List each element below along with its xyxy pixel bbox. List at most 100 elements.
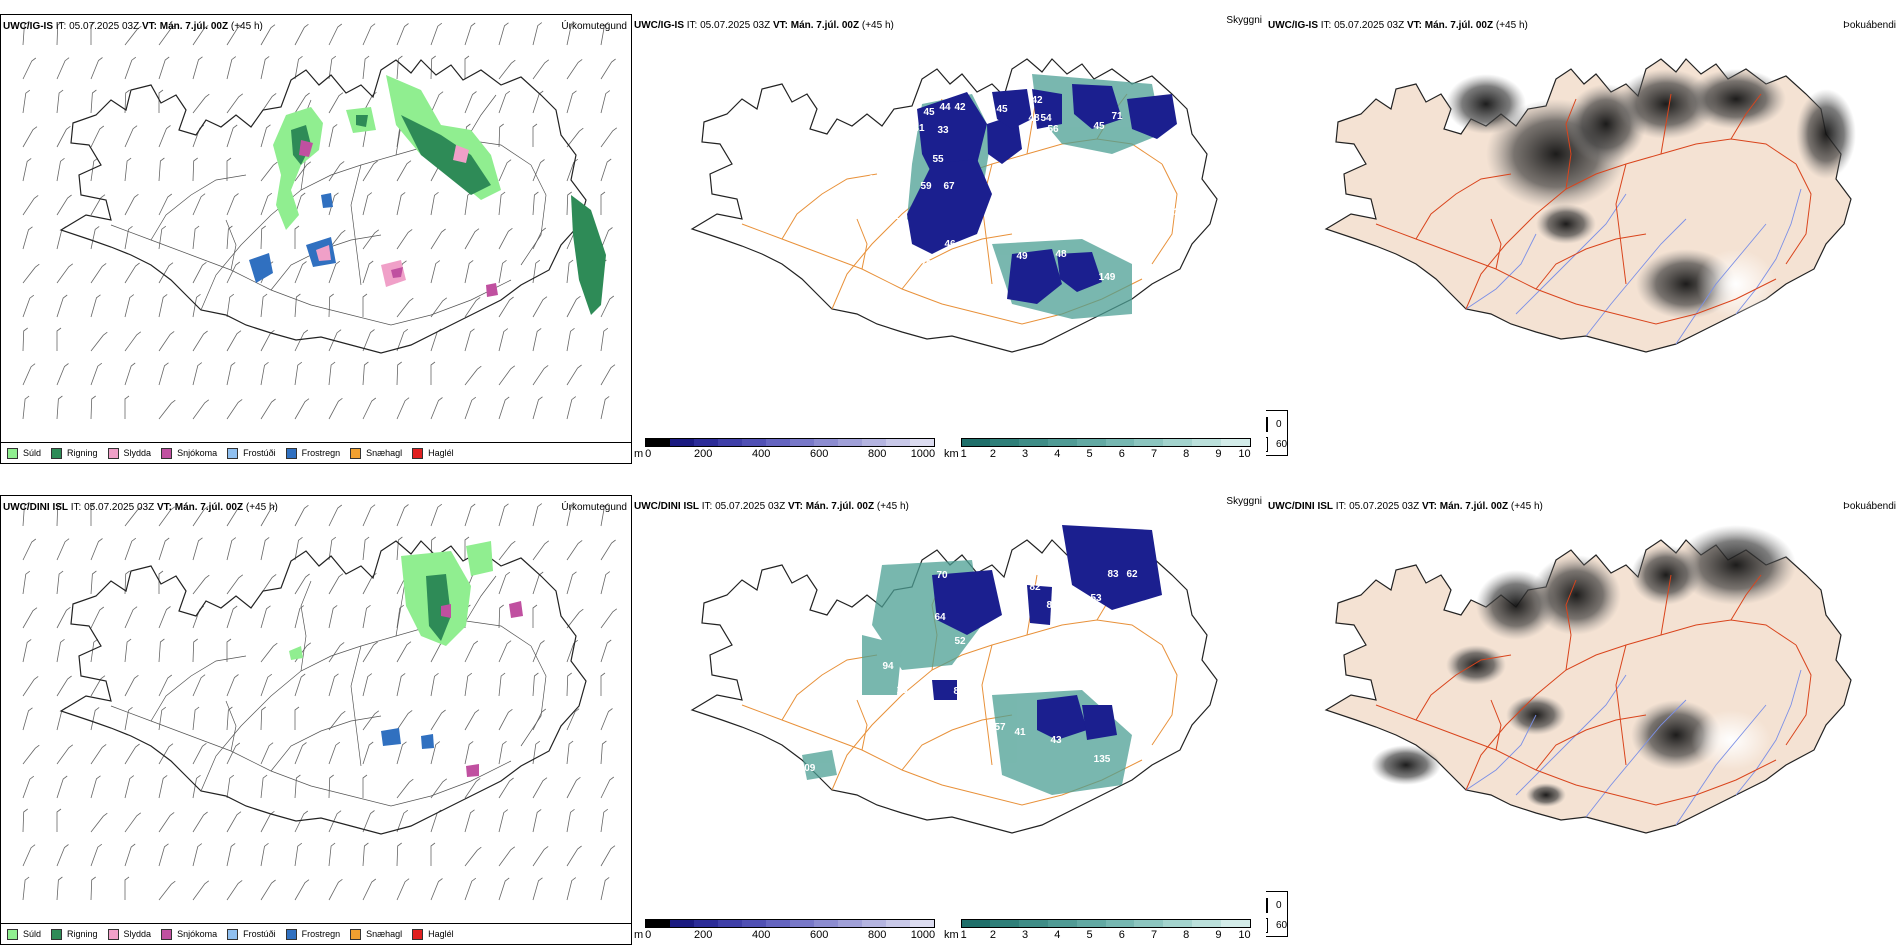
wind-barb: [192, 157, 198, 182]
legend-label: Snæhagl: [366, 929, 403, 939]
wind-barb: [600, 808, 609, 833]
wind-barb: [56, 538, 70, 561]
cloud-base-label: 35: [978, 98, 990, 109]
colorbar-tick: 10: [1238, 929, 1251, 941]
wind-barb: [192, 742, 207, 765]
cloud-base-label: 53: [1090, 593, 1102, 604]
wind-barb: [362, 260, 374, 284]
wind-barb: [396, 842, 402, 867]
wind-barb: [158, 294, 168, 318]
wind-barb: [362, 741, 374, 765]
wind-barb: [124, 843, 136, 867]
road-segment: [1785, 644, 1812, 746]
colorbar-block: [1220, 439, 1250, 446]
legend-label: Snjókoma: [177, 448, 218, 458]
wind-barb: [260, 124, 271, 148]
wind-barb: [362, 572, 377, 595]
precip-panel-top: UWC/IG-IS IT: 05.07.2025 03Z VT: Mán. 7.…: [0, 14, 632, 464]
wind-barb: [124, 606, 138, 629]
wind-barb: [192, 93, 210, 114]
cloud-base-label: 56: [1047, 124, 1059, 135]
wind-barb: [430, 878, 443, 901]
wind-barb: [192, 880, 210, 901]
wind-barb: [566, 59, 583, 80]
road-segment: [1535, 233, 1647, 290]
colorbar-unit: m: [634, 448, 644, 460]
colorbar-block: [1105, 439, 1135, 446]
cloud-base-label: 62: [1126, 569, 1138, 580]
wind-barb: [328, 673, 339, 697]
wind-barb: [362, 604, 371, 629]
wind-barb: [498, 90, 511, 114]
wind-barb: [464, 877, 477, 901]
cloud-base-colorbar-top: m 0 200 400 600 800 1000: [634, 438, 936, 460]
wind-barb: [532, 571, 544, 595]
wind-barb: [226, 811, 242, 833]
colorbar-block: [886, 920, 911, 927]
colorbar-tick: 400: [751, 448, 771, 460]
colorbar-tick: 1: [960, 929, 967, 941]
colorbar-block: [1019, 439, 1049, 446]
wind-barb: [22, 570, 31, 595]
road-segment: [1490, 699, 1502, 751]
colorbar-tick: 200: [693, 929, 713, 941]
wind-barb: [566, 877, 577, 901]
road-segment: [1490, 218, 1502, 270]
wind-barb: [158, 706, 167, 731]
colorbar-tick: 5: [1086, 448, 1093, 460]
colorbar-block: [670, 920, 695, 927]
cloud-base-label: 33: [937, 125, 949, 136]
road-segment: [781, 173, 878, 240]
wind-barb: [226, 193, 239, 216]
wind-barb: [90, 538, 103, 561]
precip-header-top: UWC/IG-IS IT: 05.07.2025 03Z VT: Mán. 7.…: [3, 21, 263, 32]
legend-swatch: [7, 928, 18, 940]
wind-barb: [532, 640, 545, 663]
legend-label: Rigning: [67, 448, 98, 458]
wind-barb: [226, 674, 239, 697]
wind-barb: [90, 744, 107, 765]
wind-barb: [430, 741, 441, 765]
wind-barb: [328, 810, 342, 833]
wind-barb: [498, 296, 514, 318]
wind-barb: [294, 55, 303, 80]
wind-barb: [260, 774, 268, 799]
wind-barb: [532, 846, 549, 867]
legend-item-4: Frostúði: [227, 928, 276, 940]
wind-barb: [158, 157, 165, 182]
wind-barb: [192, 605, 205, 629]
wind-barb: [90, 812, 108, 833]
cloud-base-label: 45: [894, 238, 906, 249]
wind-barb: [226, 605, 238, 629]
wind-barb: [158, 331, 175, 352]
wind-barb: [328, 55, 337, 80]
legend-swatch: [51, 928, 63, 940]
colorbar-tick: 3: [1022, 929, 1029, 941]
wind-barb: [22, 158, 32, 182]
legend-label: Súld: [23, 929, 42, 939]
cloud-base-label: 42: [954, 102, 966, 113]
wind-barb: [56, 327, 62, 351]
wind-barb: [260, 673, 273, 697]
wind-barb: [22, 395, 30, 420]
colorbar-tick: 4: [1054, 448, 1061, 460]
river-segment: [1585, 699, 1687, 818]
colorbar-unit: m: [634, 929, 644, 941]
wind-barb: [294, 810, 309, 833]
fog-legend-top-wrap: 0 60: [1266, 410, 1288, 456]
wind-barb: [362, 397, 377, 420]
wind-barb: [192, 706, 200, 731]
wind-barb: [294, 225, 300, 249]
wind-barb: [464, 809, 475, 833]
wind-barb: [464, 191, 473, 216]
colorbar-tick: 3: [1022, 448, 1029, 460]
cloud-base-label: 42: [1031, 95, 1043, 106]
river-segment: [1735, 188, 1802, 315]
colorbar-tick: 9: [1215, 929, 1222, 941]
wind-barb: [430, 778, 448, 799]
wind-barb: [294, 361, 303, 386]
wind-barb: [56, 21, 62, 46]
wind-barb: [124, 775, 135, 799]
road-segment: [110, 705, 512, 807]
wind-barb: [56, 606, 71, 629]
